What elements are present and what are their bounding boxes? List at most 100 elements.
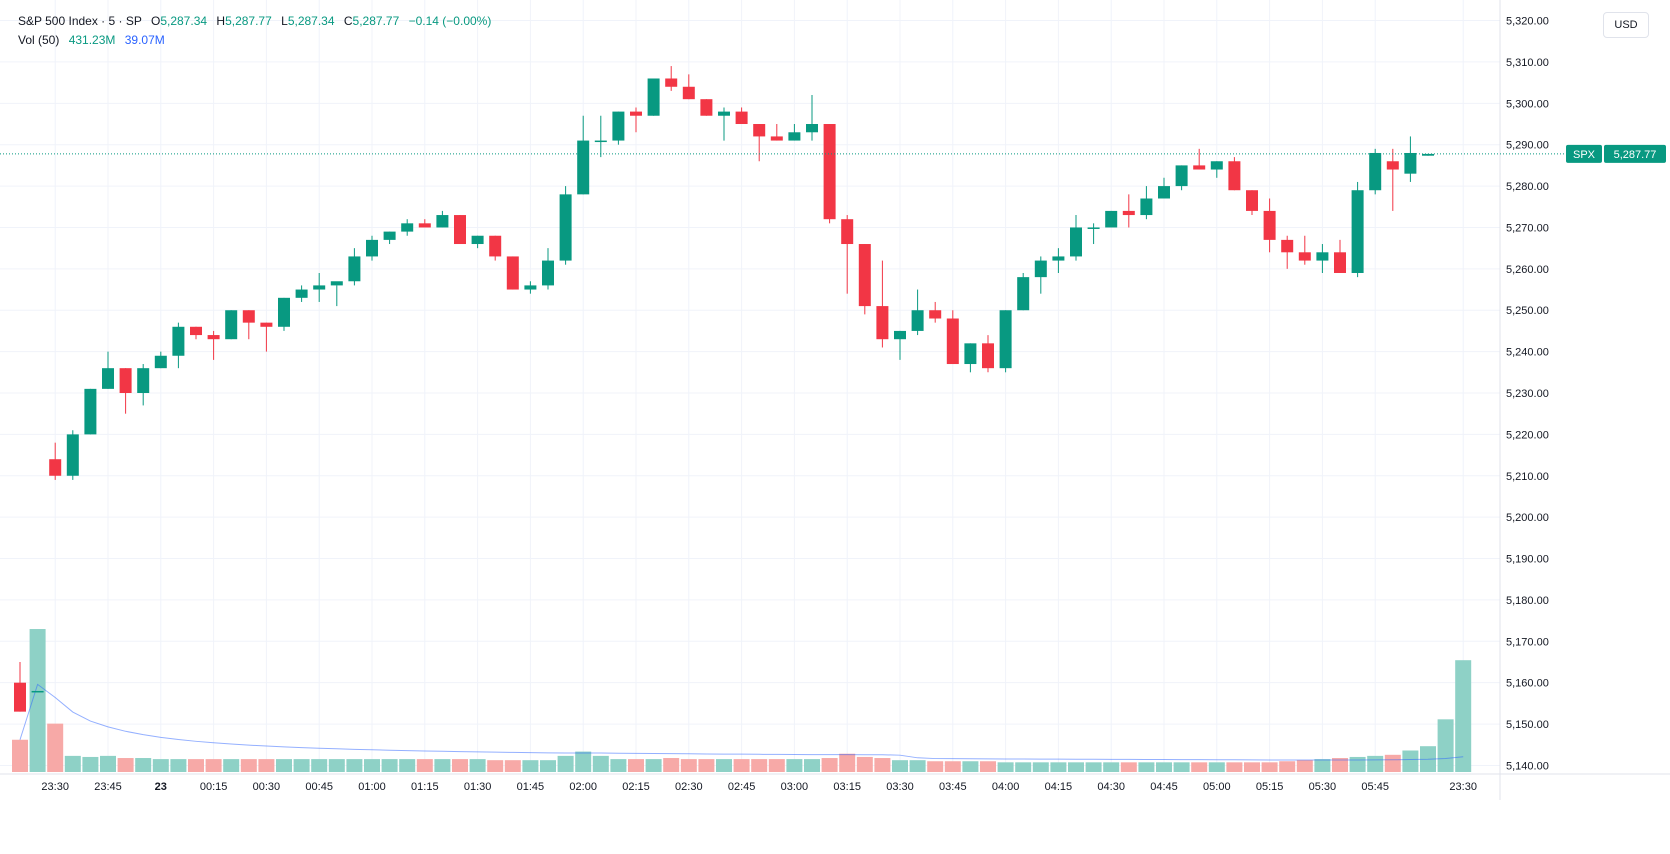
symbol-title[interactable]: S&P 500 Index · 5 · SP [18,14,142,28]
x-tick-label: 05:00 [1203,781,1231,793]
candle-body [66,434,79,476]
last-price-tag: SPX 5,287.77 [1566,144,1666,163]
close-label: C [343,14,353,28]
x-tick-label: 02:15 [622,781,650,793]
time-axis[interactable]: 23:30 23:45 23 00:15 00:30 00:45 01:00 01:15 01:… [41,781,1477,793]
candle-body [119,368,132,393]
candle-body [1246,190,1258,211]
volume-bar [856,756,873,772]
y-tick-label: 5,260.00 [1506,264,1549,276]
candle-body [506,256,519,290]
candle-body [559,194,572,261]
candle-body [471,235,484,245]
volume-bar [82,756,99,772]
candle-body [295,289,308,298]
volume-bar [1437,719,1454,772]
y-tick-label: 5,140.00 [1506,760,1549,772]
candle-body [1316,252,1329,261]
candle-body [31,690,44,693]
x-tick-label: 02:45 [728,781,756,793]
volume-bar [469,759,486,772]
candle-body [1334,252,1346,273]
volume-bar [557,755,574,772]
volume-bar [346,759,363,772]
volume-bar [874,758,891,772]
price-tag-value: 5,287.77 [1614,149,1657,161]
volume-bar [1332,758,1348,772]
candle-body [682,86,695,100]
y-tick-label: 5,180.00 [1506,595,1549,607]
volume-bar [416,759,433,772]
candle-body [278,297,290,327]
x-tick-label: 00:45 [305,781,333,793]
candle-body [718,111,730,116]
volume-bar [1296,760,1313,772]
candle-body [14,682,26,712]
x-tick-label: 03:15 [833,781,861,793]
volume-bar [980,761,996,772]
candle-body [1351,190,1364,273]
volume-bar [100,755,116,772]
candle-body [242,310,255,323]
y-tick-label: 5,190.00 [1506,554,1549,566]
price-tag-bg [1604,144,1666,163]
volume-bar [628,759,644,772]
currency-button[interactable]: USD [1603,12,1649,38]
volume-bar [205,759,222,772]
candle-body [1281,239,1294,253]
volume-bar [328,759,345,772]
candle-body [1052,256,1065,261]
candle-body [1140,198,1153,216]
candle-body [946,318,959,365]
candle-body [260,322,273,327]
low-label: L [281,14,288,28]
volume-bar [434,759,451,772]
y-tick-label: 5,290.00 [1506,140,1549,152]
volume-bar [997,762,1014,772]
candle-body [1210,161,1223,170]
volume-bar [1085,762,1102,772]
volume-bar [575,751,592,772]
volume-bar [188,759,204,772]
volume-bar [1191,762,1208,772]
y-tick-label: 5,210.00 [1506,471,1549,483]
open-value: 5,287.34 [160,14,208,28]
symbol-tag: SPX [1573,149,1596,161]
volume-value: 431.23M [68,33,116,47]
candle-body [436,215,449,228]
volume-bar [1384,754,1401,772]
volume-legend-row: Vol (50) 431.23M 39.07M [18,31,491,50]
candle-body [1228,161,1241,191]
candle-body [1263,210,1276,240]
volume-bar [1156,762,1172,772]
volume-bar [716,759,732,772]
volume-bar [223,759,240,772]
ohlc-legend-row: S&P 500 Index · 5 · SP O5,287.34 H5,287.… [18,12,491,31]
volume-bar [645,759,662,772]
volume-bar [135,758,152,772]
candle-body [1122,210,1135,216]
x-tick-label: 03:30 [886,781,914,793]
volume-bar [1314,759,1331,772]
volume-bar [1208,762,1225,772]
candle-body [1034,260,1047,278]
candle-body [49,459,62,476]
volume-bar [1032,762,1049,772]
volume-bar [892,760,908,772]
candle-body [84,388,97,435]
volume-bar [768,759,785,772]
volume-bar [821,758,838,772]
volume-bar [1279,761,1296,772]
candle-body [1386,161,1399,170]
candlestick-series [14,66,1434,712]
candle-body [630,111,642,116]
volume-ma-line [19,683,1464,761]
volume-bar [786,759,803,772]
volume-label[interactable]: Vol (50) [18,33,60,47]
y-tick-label: 5,270.00 [1506,222,1549,234]
x-tick-label: 23:45 [94,781,122,793]
chart-legend: S&P 500 Index · 5 · SP O5,287.34 H5,287.… [18,12,491,50]
candle-body [418,223,431,228]
price-axis[interactable]: 5,320.00 5,310.00 5,300.00 5,290.00 5,280.00… [1506,16,1549,773]
